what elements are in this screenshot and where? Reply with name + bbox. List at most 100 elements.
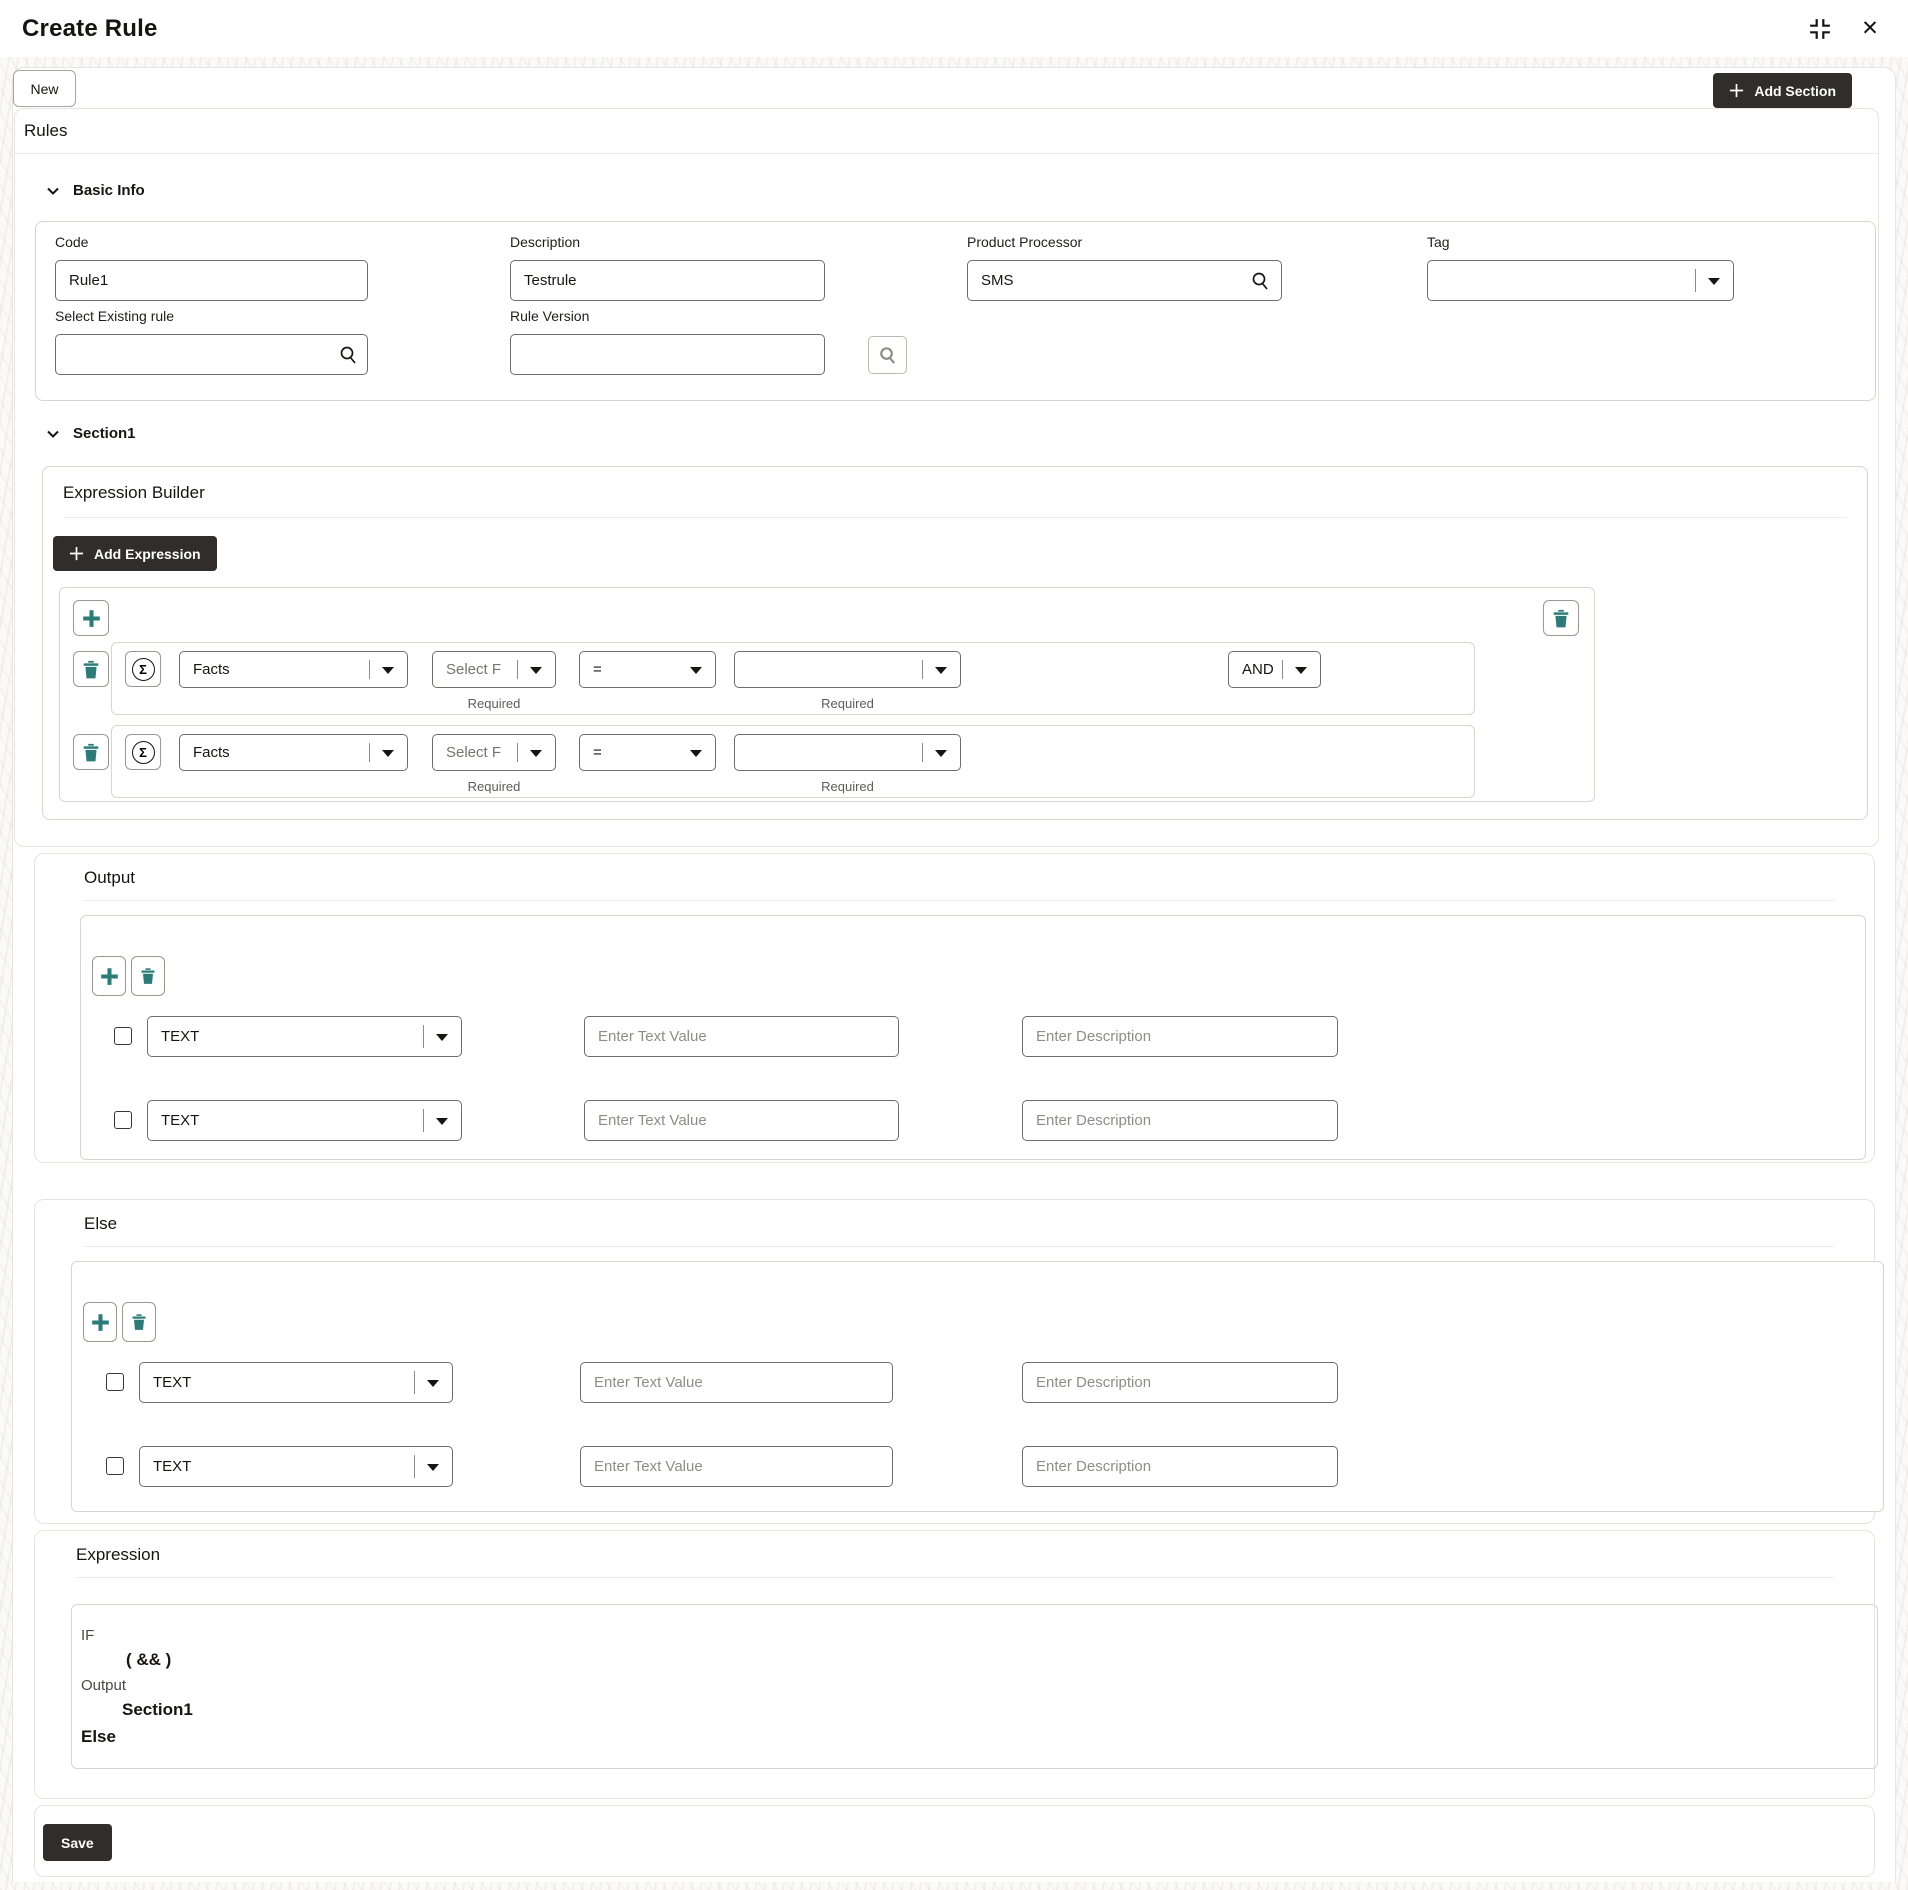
output-value-input[interactable] [584,1016,899,1057]
else-description-input[interactable] [1022,1446,1338,1487]
trash-icon [83,660,99,678]
chevron-down-icon [47,187,59,195]
output-title: Output [84,868,136,887]
select-existing-rule-field[interactable] [55,334,368,375]
close-icon[interactable]: ✕ [1858,17,1882,41]
chevron-down-icon [382,749,394,757]
create-rule-form: New Add Section Rules Basic Info Code De… [12,67,1896,1882]
sigma-icon: Σ [131,657,155,681]
chevron-down-icon [935,666,947,674]
operator-select[interactable]: = [579,651,716,688]
save-button[interactable]: Save [43,1824,112,1861]
output-description-input[interactable] [1022,1016,1338,1057]
search-icon [880,346,895,364]
chevron-down-icon [436,1117,448,1125]
else-value-input[interactable] [580,1362,893,1403]
fact-category-select[interactable]: Facts [179,734,408,771]
add-expression-button[interactable]: Add Expression [53,536,217,571]
formula-toggle-button[interactable]: Σ [125,734,161,770]
window-header: Create Rule ✕ [0,0,1908,57]
basic-info-fieldset: Code Description Product Processor Tag S… [35,221,1876,401]
expression-output: Output [81,1677,127,1694]
code-field[interactable] [55,260,368,301]
else-type-select[interactable]: TEXT [139,1362,453,1403]
tab-row: New Add Section [13,68,1895,108]
rule-search-button[interactable] [868,336,907,374]
fact-category-select[interactable]: Facts [179,651,408,688]
row-checkbox[interactable] [106,1373,124,1391]
expression-summary-panel: Expression IF ( && ) Output Section1 Els… [34,1530,1878,1799]
else-panel: Else TEXT [34,1199,1884,1524]
add-condition-button[interactable] [73,600,109,636]
else-value-input[interactable] [580,1446,893,1487]
divider [15,153,1878,154]
expression-if: IF [81,1627,95,1644]
else-row: TEXT [72,1362,1883,1403]
row-checkbox[interactable] [114,1027,132,1045]
fact-select[interactable]: Select F [432,651,556,688]
tab-new[interactable]: New [13,70,76,107]
trash-icon [132,1314,146,1330]
delete-output-row-button[interactable] [131,956,165,996]
section1-collapse[interactable]: Section1 [46,425,1878,442]
chevron-down-icon [935,749,947,757]
delete-condition-button[interactable] [73,651,109,687]
else-type-select[interactable]: TEXT [139,1446,453,1487]
search-icon[interactable] [1250,271,1270,291]
row-checkbox[interactable] [106,1457,124,1475]
add-output-row-button[interactable] [92,956,126,996]
required-hint: Required [821,696,874,711]
trash-icon [83,743,99,761]
basic-info-collapse[interactable]: Basic Info [46,182,1878,199]
required-hint: Required [467,696,521,711]
output-type-select[interactable]: TEXT [147,1016,462,1057]
fact-select[interactable]: Select F [432,734,556,771]
chevron-down-icon [47,430,59,438]
value-select[interactable] [734,651,961,688]
connector-select[interactable]: AND [1228,651,1321,688]
divider [84,900,1834,901]
chevron-down-icon [690,749,702,757]
expression-builder-card: Expression Builder Add Expression [42,466,1868,820]
sigma-icon: Σ [131,740,155,764]
row-checkbox[interactable] [114,1111,132,1129]
section1-label: Section1 [73,425,136,442]
output-type-select[interactable]: TEXT [147,1100,462,1141]
formula-toggle-button[interactable]: Σ [125,651,161,687]
output-description-input[interactable] [1022,1100,1338,1141]
select-existing-rule-label: Select Existing rule [55,308,175,324]
operator-select[interactable]: = [579,734,716,771]
code-label: Code [55,234,89,250]
description-field[interactable] [510,260,825,301]
delete-group-button[interactable] [1543,600,1579,636]
condition-row: Σ Facts Select F Required = [111,642,1475,715]
product-processor-field[interactable] [967,260,1282,301]
restore-window-icon[interactable] [1808,17,1832,41]
output-rows-box: TEXT TEXT [80,915,1866,1160]
else-description-input[interactable] [1022,1362,1338,1403]
value-select[interactable] [734,734,961,771]
output-row: TEXT [81,1100,1865,1141]
rules-panel: Rules Basic Info Code Description Produc… [14,108,1879,847]
description-label: Description [510,234,581,250]
expression-preview: IF ( && ) Output Section1 Else [71,1604,1878,1769]
delete-else-row-button[interactable] [122,1302,156,1342]
delete-condition-button[interactable] [73,734,109,770]
tag-label: Tag [1427,234,1450,250]
plus-icon [82,609,100,627]
search-icon[interactable] [338,345,358,365]
add-else-row-button[interactable] [83,1302,117,1342]
else-rows-box: TEXT TEXT [71,1261,1884,1512]
divider [84,1246,1834,1247]
rule-version-field[interactable] [510,334,825,375]
output-value-input[interactable] [584,1100,899,1141]
trash-icon [141,968,155,984]
chevron-down-icon [427,1379,439,1387]
output-row: TEXT [81,1016,1865,1057]
basic-info-label: Basic Info [73,182,145,199]
output-panel: Output TEXT [34,853,1875,1163]
add-section-button[interactable]: Add Section [1713,73,1852,108]
tag-select[interactable] [1427,260,1734,301]
chevron-down-icon [427,1463,439,1471]
else-title: Else [84,1214,118,1233]
